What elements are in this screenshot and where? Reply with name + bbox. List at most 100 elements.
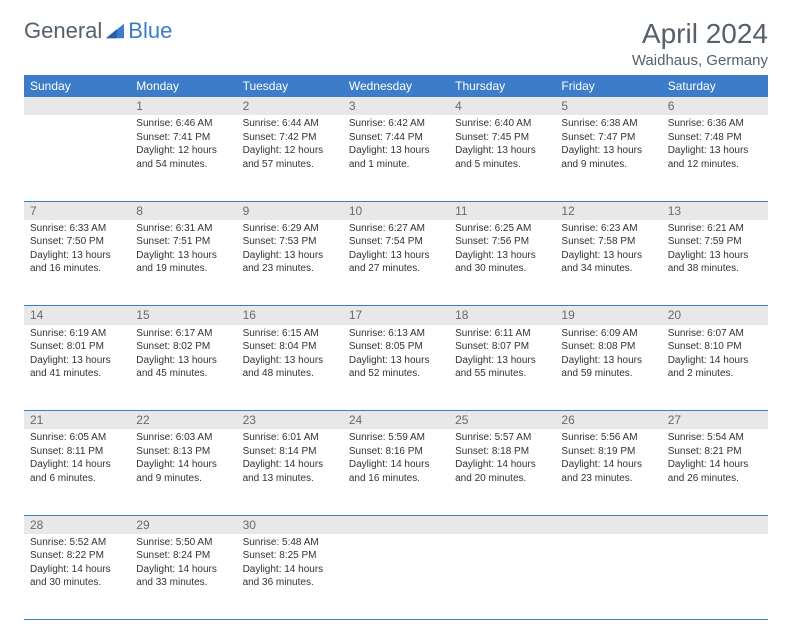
day-detail-cell: Sunrise: 6:21 AMSunset: 7:59 PMDaylight:… [662, 220, 768, 306]
detail-line: Sunrise: 6:21 AM [668, 222, 762, 236]
day-detail-cell: Sunrise: 6:27 AMSunset: 7:54 PMDaylight:… [343, 220, 449, 306]
detail-line: Sunrise: 6:23 AM [561, 222, 655, 236]
day-detail-cell: Sunrise: 6:36 AMSunset: 7:48 PMDaylight:… [662, 115, 768, 201]
page-container: General Blue April 2024 Waidhaus, German… [0, 0, 792, 638]
logo-text-part2: Blue [128, 18, 172, 44]
detail-line: and 9 minutes. [561, 158, 655, 172]
detail-row: Sunrise: 6:19 AMSunset: 8:01 PMDaylight:… [24, 325, 768, 411]
detail-line: Sunrise: 5:59 AM [349, 431, 443, 445]
day-number-cell: 1 [130, 97, 236, 115]
detail-line: Sunrise: 6:33 AM [30, 222, 124, 236]
detail-line: Sunset: 7:50 PM [30, 235, 124, 249]
detail-row: Sunrise: 6:33 AMSunset: 7:50 PMDaylight:… [24, 220, 768, 306]
detail-line: and 2 minutes. [668, 367, 762, 381]
detail-line: Sunset: 8:25 PM [243, 549, 337, 563]
detail-line: Sunrise: 6:03 AM [136, 431, 230, 445]
detail-line: Daylight: 14 hours [243, 563, 337, 577]
detail-line: Sunset: 8:19 PM [561, 445, 655, 459]
detail-line: Sunset: 8:24 PM [136, 549, 230, 563]
detail-line: and 41 minutes. [30, 367, 124, 381]
day-detail-cell: Sunrise: 5:48 AMSunset: 8:25 PMDaylight:… [237, 534, 343, 620]
header: General Blue April 2024 Waidhaus, German… [24, 18, 768, 69]
detail-line: Sunrise: 5:48 AM [243, 536, 337, 550]
day-number-cell [449, 515, 555, 534]
day-number-cell: 20 [662, 306, 768, 325]
detail-line: Sunrise: 6:40 AM [455, 117, 549, 131]
month-title: April 2024 [632, 18, 768, 50]
daynum-row: 123456 [24, 97, 768, 115]
detail-line: Daylight: 13 hours [455, 354, 549, 368]
detail-line: Sunset: 7:41 PM [136, 131, 230, 145]
detail-line: Sunrise: 6:11 AM [455, 327, 549, 341]
col-tuesday: Tuesday [237, 75, 343, 97]
detail-line: Daylight: 13 hours [455, 249, 549, 263]
detail-line: and 38 minutes. [668, 262, 762, 276]
detail-line: Daylight: 13 hours [349, 249, 443, 263]
day-number-cell: 3 [343, 97, 449, 115]
day-detail-cell: Sunrise: 6:46 AMSunset: 7:41 PMDaylight:… [130, 115, 236, 201]
detail-line: Daylight: 13 hours [668, 249, 762, 263]
detail-line: Sunset: 7:42 PM [243, 131, 337, 145]
detail-line: Sunrise: 6:25 AM [455, 222, 549, 236]
day-detail-cell: Sunrise: 6:40 AMSunset: 7:45 PMDaylight:… [449, 115, 555, 201]
day-detail-cell: Sunrise: 6:09 AMSunset: 8:08 PMDaylight:… [555, 325, 661, 411]
detail-line: Daylight: 14 hours [455, 458, 549, 472]
day-detail-cell: Sunrise: 6:44 AMSunset: 7:42 PMDaylight:… [237, 115, 343, 201]
detail-line: Sunset: 7:58 PM [561, 235, 655, 249]
day-detail-cell: Sunrise: 6:17 AMSunset: 8:02 PMDaylight:… [130, 325, 236, 411]
detail-line: Sunrise: 6:15 AM [243, 327, 337, 341]
day-detail-cell: Sunrise: 6:29 AMSunset: 7:53 PMDaylight:… [237, 220, 343, 306]
detail-line: Sunrise: 6:42 AM [349, 117, 443, 131]
detail-row: Sunrise: 6:05 AMSunset: 8:11 PM Daylight:… [24, 429, 768, 515]
detail-line: Sunset: 7:51 PM [136, 235, 230, 249]
detail-line: Daylight: 13 hours [30, 249, 124, 263]
col-saturday: Saturday [662, 75, 768, 97]
detail-line: Sunrise: 6:19 AM [30, 327, 124, 341]
detail-line: Sunset: 8:11 PM [30, 445, 124, 459]
detail-line: and 30 minutes. [455, 262, 549, 276]
day-number-cell: 15 [130, 306, 236, 325]
detail-line: and 5 minutes. [455, 158, 549, 172]
detail-line: and 1 minute. [349, 158, 443, 172]
detail-line: Sunset: 7:45 PM [455, 131, 549, 145]
day-detail-cell: Sunrise: 6:42 AMSunset: 7:44 PMDaylight:… [343, 115, 449, 201]
detail-line: Daylight: 14 hours [668, 354, 762, 368]
detail-line: and 57 minutes. [243, 158, 337, 172]
detail-line: and 48 minutes. [243, 367, 337, 381]
detail-line: Daylight: 13 hours [30, 354, 124, 368]
day-number-cell [343, 515, 449, 534]
detail-line: Sunrise: 6:29 AM [243, 222, 337, 236]
day-detail-cell: Sunrise: 6:03 AMSunset: 8:13 PMDaylight:… [130, 429, 236, 515]
daynum-row: 21222324252627 [24, 411, 768, 430]
day-number-cell: 30 [237, 515, 343, 534]
day-number-cell [555, 515, 661, 534]
detail-line: Sunrise: 6:13 AM [349, 327, 443, 341]
detail-line: Sunrise: 6:05 AM [30, 431, 124, 445]
day-number-cell: 29 [130, 515, 236, 534]
detail-line: and 19 minutes. [136, 262, 230, 276]
day-detail-cell: Sunrise: 6:11 AMSunset: 8:07 PMDaylight:… [449, 325, 555, 411]
logo: General Blue [24, 18, 172, 44]
day-number-cell [662, 515, 768, 534]
detail-line: Sunrise: 6:07 AM [668, 327, 762, 341]
detail-line: Daylight: 12 hours [243, 144, 337, 158]
day-number-cell: 16 [237, 306, 343, 325]
detail-line: and 23 minutes. [243, 262, 337, 276]
detail-line: Sunset: 8:02 PM [136, 340, 230, 354]
day-number-cell: 12 [555, 201, 661, 220]
detail-line: Sunset: 7:53 PM [243, 235, 337, 249]
day-detail-cell: Sunrise: 6:05 AMSunset: 8:11 PMDaylight:… [24, 429, 130, 515]
detail-line: Daylight: 14 hours [349, 458, 443, 472]
detail-line: Daylight: 14 hours [136, 563, 230, 577]
day-detail-cell: Sunrise: 5:54 AMSunset: 8:21 PMDaylight:… [662, 429, 768, 515]
detail-line: Daylight: 14 hours [561, 458, 655, 472]
day-number-cell: 7 [24, 201, 130, 220]
detail-line: Sunset: 8:08 PM [561, 340, 655, 354]
day-detail-cell: Sunrise: 6:07 AMSunset: 8:10 PMDaylight:… [662, 325, 768, 411]
day-detail-cell: Sunrise: 5:57 AMSunset: 8:18 PMDaylight:… [449, 429, 555, 515]
day-number-cell: 26 [555, 411, 661, 430]
detail-line: and 55 minutes. [455, 367, 549, 381]
detail-line: Sunset: 8:22 PM [30, 549, 124, 563]
day-detail-cell: Sunrise: 6:33 AMSunset: 7:50 PMDaylight:… [24, 220, 130, 306]
day-detail-cell [343, 534, 449, 620]
